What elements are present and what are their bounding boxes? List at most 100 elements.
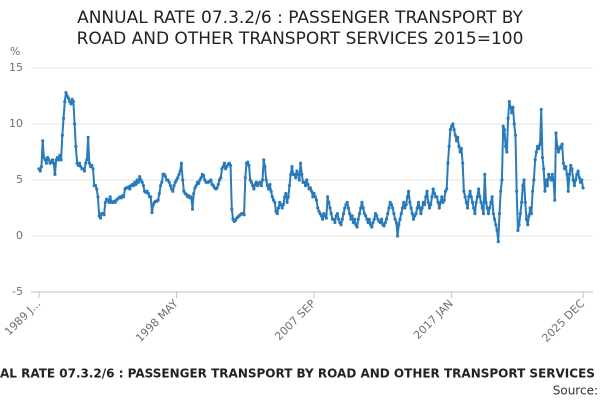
point bbox=[521, 184, 525, 188]
point bbox=[570, 167, 574, 171]
point bbox=[399, 212, 403, 216]
point bbox=[569, 163, 573, 168]
point bbox=[98, 216, 102, 220]
point bbox=[478, 195, 482, 199]
point bbox=[259, 184, 263, 188]
point bbox=[355, 225, 359, 229]
point bbox=[481, 212, 486, 216]
point bbox=[254, 180, 258, 184]
point bbox=[432, 191, 437, 196]
point bbox=[179, 161, 184, 165]
point bbox=[566, 189, 570, 193]
point bbox=[333, 220, 337, 225]
point bbox=[335, 212, 340, 216]
y-unit: % bbox=[10, 45, 20, 58]
point bbox=[168, 184, 172, 188]
point bbox=[512, 122, 516, 126]
x-tick-label: 1998 MAY bbox=[133, 297, 181, 345]
point bbox=[275, 212, 279, 216]
point bbox=[328, 206, 332, 210]
point bbox=[435, 195, 439, 199]
point bbox=[502, 128, 507, 132]
point bbox=[359, 206, 363, 210]
point bbox=[316, 206, 320, 210]
point bbox=[528, 206, 532, 210]
point bbox=[440, 195, 444, 199]
point bbox=[384, 217, 389, 221]
point bbox=[87, 161, 91, 165]
point bbox=[465, 206, 470, 210]
point bbox=[451, 122, 455, 126]
point bbox=[221, 164, 225, 169]
point bbox=[549, 178, 553, 182]
chart-title: ROAD AND OTHER TRANSPORT SERVICES 2015=1… bbox=[77, 29, 524, 49]
point bbox=[329, 212, 333, 216]
point bbox=[209, 178, 213, 182]
point bbox=[409, 206, 413, 210]
point bbox=[483, 172, 487, 176]
point bbox=[393, 217, 397, 221]
point bbox=[500, 178, 504, 182]
point bbox=[407, 189, 411, 193]
point bbox=[262, 158, 266, 162]
point bbox=[506, 116, 510, 120]
point bbox=[442, 198, 446, 202]
point bbox=[370, 225, 374, 229]
point bbox=[505, 150, 509, 154]
series-line bbox=[38, 91, 584, 243]
point bbox=[201, 173, 206, 178]
point bbox=[314, 198, 319, 202]
point bbox=[64, 91, 68, 95]
point bbox=[305, 178, 309, 182]
point bbox=[43, 158, 47, 162]
point bbox=[484, 200, 488, 204]
point bbox=[243, 176, 247, 180]
point bbox=[282, 195, 287, 199]
point bbox=[273, 200, 277, 204]
point bbox=[452, 128, 456, 132]
point bbox=[567, 172, 572, 176]
point bbox=[280, 206, 284, 210]
point bbox=[378, 220, 382, 225]
point bbox=[296, 172, 300, 176]
point bbox=[411, 217, 416, 221]
point bbox=[149, 195, 153, 199]
point bbox=[537, 147, 541, 151]
point bbox=[176, 176, 180, 180]
point bbox=[490, 195, 494, 199]
point bbox=[448, 128, 452, 132]
point bbox=[581, 186, 585, 190]
point bbox=[383, 220, 387, 225]
point bbox=[270, 195, 274, 199]
point bbox=[447, 144, 451, 148]
point bbox=[372, 217, 376, 221]
point bbox=[501, 124, 505, 128]
point bbox=[538, 142, 542, 146]
point bbox=[160, 180, 164, 184]
point bbox=[405, 195, 409, 199]
point bbox=[400, 206, 405, 210]
point bbox=[575, 172, 579, 176]
point bbox=[251, 184, 255, 188]
point bbox=[267, 187, 271, 191]
point bbox=[345, 200, 349, 204]
point bbox=[572, 184, 577, 188]
y-tick-label: 5 bbox=[16, 173, 23, 186]
point bbox=[300, 172, 304, 176]
point bbox=[39, 164, 44, 169]
point bbox=[286, 195, 290, 199]
point bbox=[172, 184, 176, 188]
point bbox=[146, 191, 150, 196]
point bbox=[285, 200, 289, 204]
point bbox=[420, 206, 424, 210]
y-tick-label: 15 bbox=[9, 61, 23, 74]
point bbox=[327, 200, 331, 204]
point bbox=[351, 220, 355, 225]
point bbox=[543, 189, 547, 193]
point bbox=[141, 184, 145, 188]
point bbox=[429, 203, 433, 207]
point bbox=[544, 178, 548, 182]
point bbox=[518, 212, 522, 216]
y-tick-label: -5 bbox=[12, 285, 23, 298]
point bbox=[47, 158, 51, 162]
